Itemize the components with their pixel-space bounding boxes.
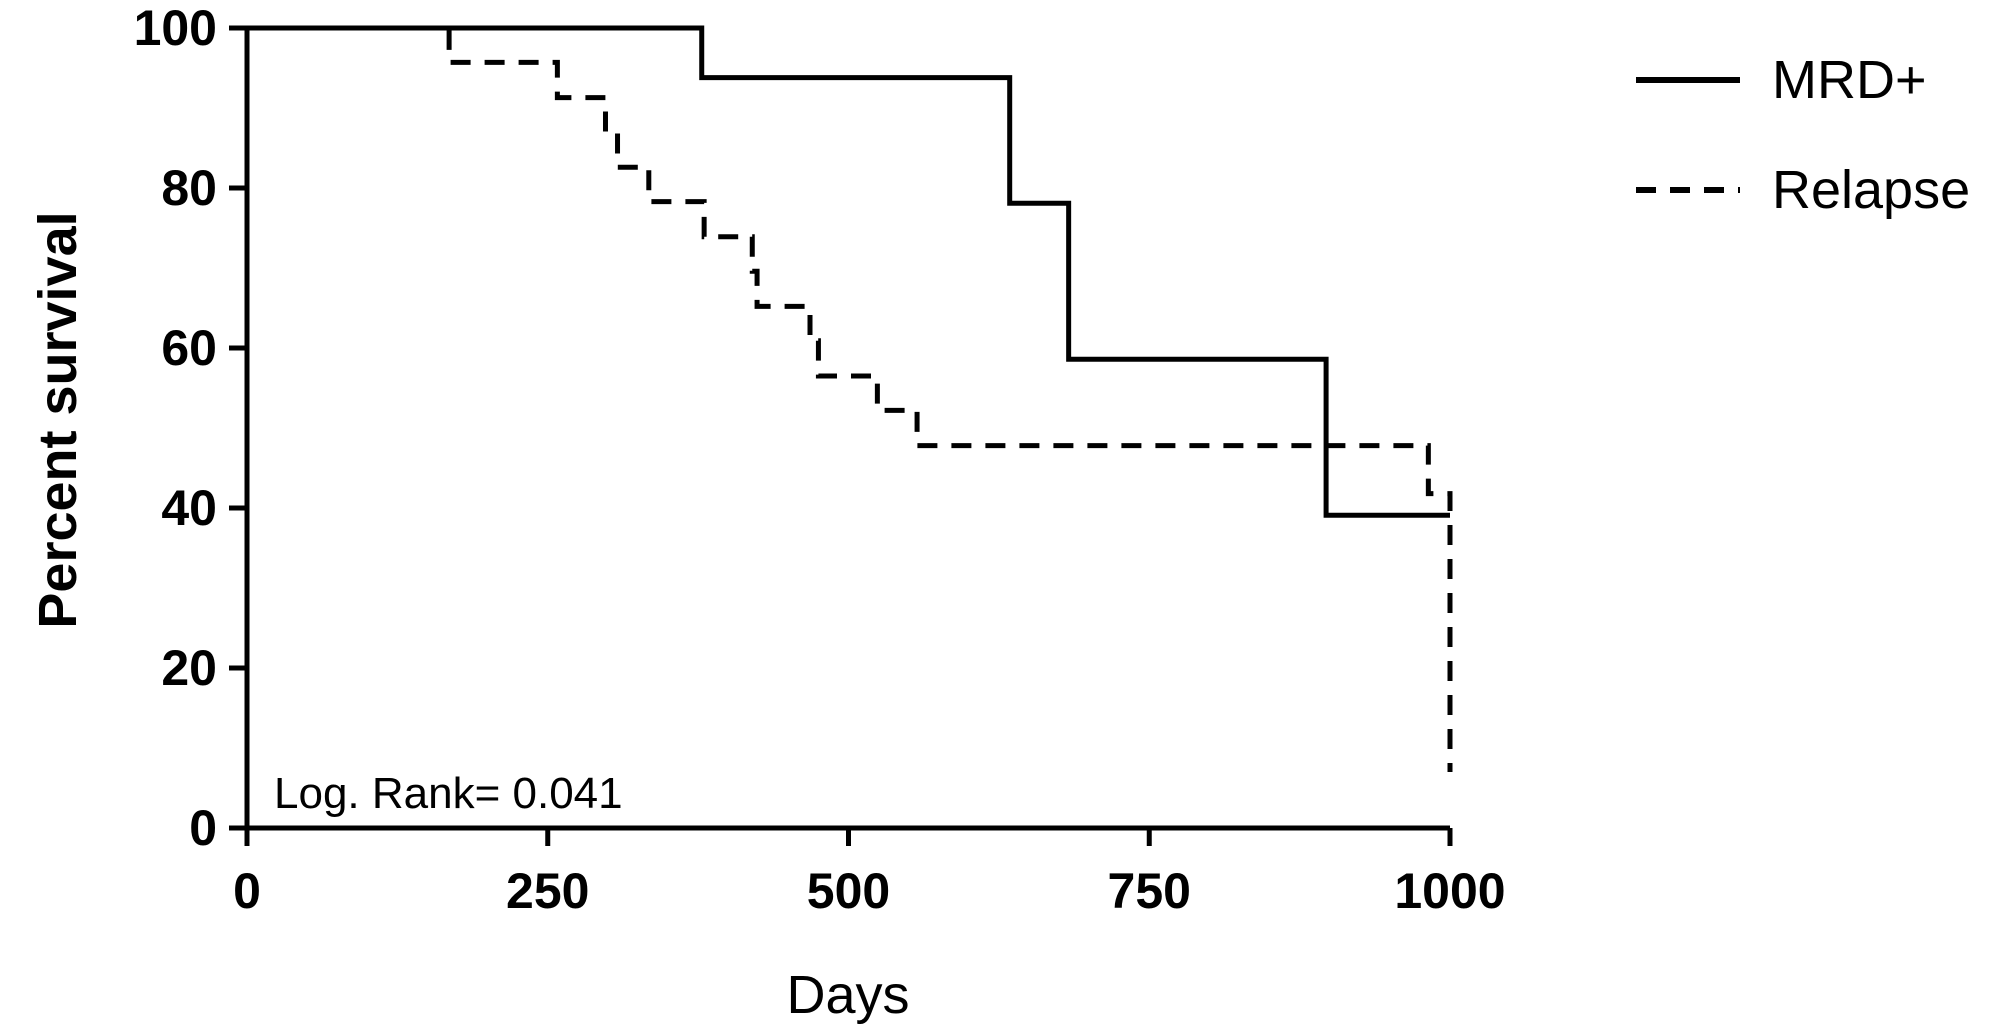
y-axis-title: Percent survival — [28, 211, 88, 628]
x-tick-label: 1000 — [1394, 863, 1505, 919]
series-line-mrd — [247, 25, 1450, 518]
y-tick-label: 80 — [161, 160, 217, 216]
y-tick-label: 20 — [161, 640, 217, 696]
y-tick-label: 0 — [189, 800, 217, 856]
legend-label: MRD+ — [1772, 50, 1927, 110]
legend-label: Relapse — [1772, 160, 1970, 220]
x-tick-label: 0 — [233, 863, 261, 919]
x-tick-label: 500 — [807, 863, 890, 919]
x-tick-label: 250 — [506, 863, 589, 919]
series-line-relapse — [247, 25, 1453, 772]
y-tick-label: 100 — [134, 0, 217, 56]
x-axis-title: Days — [786, 965, 909, 1025]
log-rank-annotation: Log. Rank= 0.041 — [274, 769, 623, 818]
y-tick-label: 40 — [161, 480, 217, 536]
x-tick-label: 750 — [1108, 863, 1191, 919]
y-tick-label: 60 — [161, 320, 217, 376]
